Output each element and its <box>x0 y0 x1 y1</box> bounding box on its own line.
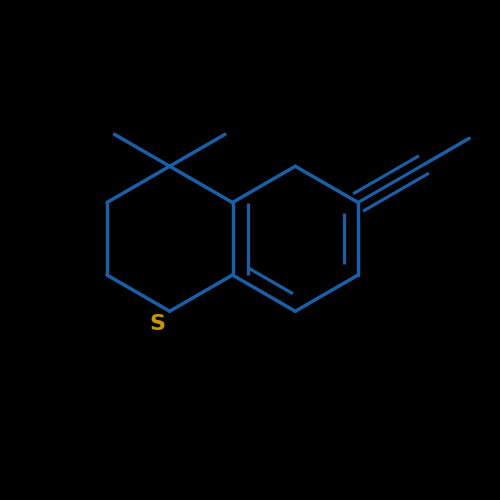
Text: S: S <box>149 314 165 334</box>
